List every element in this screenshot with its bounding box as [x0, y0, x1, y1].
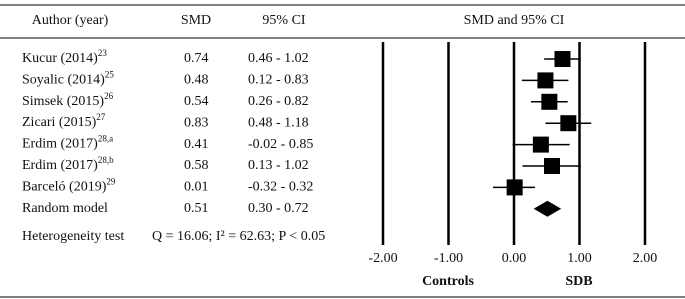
x-tick-label: 0.00: [502, 251, 527, 266]
smd-value: 0.58: [184, 158, 209, 173]
study-ref: 29: [106, 176, 116, 186]
study-name: Barceló (2019): [22, 180, 107, 195]
study-name: Soyalic (2014): [22, 73, 105, 88]
study-ref: 28,b: [98, 155, 114, 165]
header-smd: SMD: [181, 13, 211, 28]
right-label: SDB: [565, 274, 592, 289]
smd-value: 0.54: [184, 94, 209, 109]
effect-square: [537, 72, 554, 89]
x-tick-label: 1.00: [567, 251, 592, 266]
smd-value: 0.83: [184, 115, 209, 130]
study-ref: 23: [98, 48, 108, 58]
study-label: Zicari (2015)27: [22, 112, 106, 130]
study-name: Erdim (2017): [22, 137, 98, 152]
effect-square: [554, 51, 571, 67]
x-tick-label: 2.00: [633, 251, 658, 266]
x-tick-label: -2.00: [368, 251, 397, 266]
heterogeneity-text: Q = 16.06; I² = 62.63; P < 0.05: [152, 229, 325, 244]
header-ci: 95% CI: [262, 13, 306, 28]
pooled-smd: 0.51: [184, 201, 209, 216]
ci-value: 0.12 - 0.83: [248, 73, 309, 88]
ci-value: -0.02 - 0.85: [248, 137, 313, 152]
study-ref: 28,a: [98, 134, 113, 144]
study-label: Erdim (2017)28,b: [22, 155, 114, 173]
effect-square: [506, 179, 523, 196]
study-name: Simsek (2015): [22, 94, 104, 109]
left-label: Controls: [422, 274, 474, 289]
ci-value: -0.32 - 0.32: [248, 180, 313, 195]
effect-square: [560, 115, 577, 132]
effect-square: [543, 158, 560, 174]
smd-value: 0.74: [184, 51, 209, 66]
study-label: Erdim (2017)28,a: [22, 134, 113, 152]
study-label: Kucur (2014)23: [22, 48, 107, 66]
study-ref: 26: [104, 91, 114, 101]
ci-value: 0.26 - 0.82: [248, 94, 309, 109]
smd-value: 0.48: [184, 73, 209, 88]
study-name: Erdim (2017): [22, 158, 98, 173]
ci-value: 0.46 - 1.02: [248, 51, 309, 66]
effect-square: [541, 93, 558, 110]
pooled-ci: 0.30 - 0.72: [248, 201, 309, 216]
smd-value: 0.41: [184, 137, 209, 152]
pooled-diamond: [533, 200, 562, 217]
ci-value: 0.48 - 1.18: [248, 115, 309, 130]
study-ref: 25: [105, 69, 115, 79]
study-ref: 27: [96, 112, 106, 122]
smd-value: 0.01: [184, 180, 209, 195]
ci-value: 0.13 - 1.02: [248, 158, 309, 173]
study-name: Kucur (2014): [22, 51, 98, 66]
x-tick-label: -1.00: [434, 251, 463, 266]
heterogeneity-label: Heterogeneity test: [22, 229, 124, 244]
effect-square: [532, 136, 549, 153]
pooled-label: Random model: [22, 201, 108, 216]
study-label: Simsek (2015)26: [22, 91, 114, 109]
header-plot: SMD and 95% CI: [464, 13, 565, 28]
study-label: Soyalic (2014)25: [22, 69, 114, 87]
study-name: Zicari (2015): [22, 115, 97, 130]
header-author: Author (year): [32, 13, 109, 28]
study-label: Barceló (2019)29: [22, 176, 116, 194]
